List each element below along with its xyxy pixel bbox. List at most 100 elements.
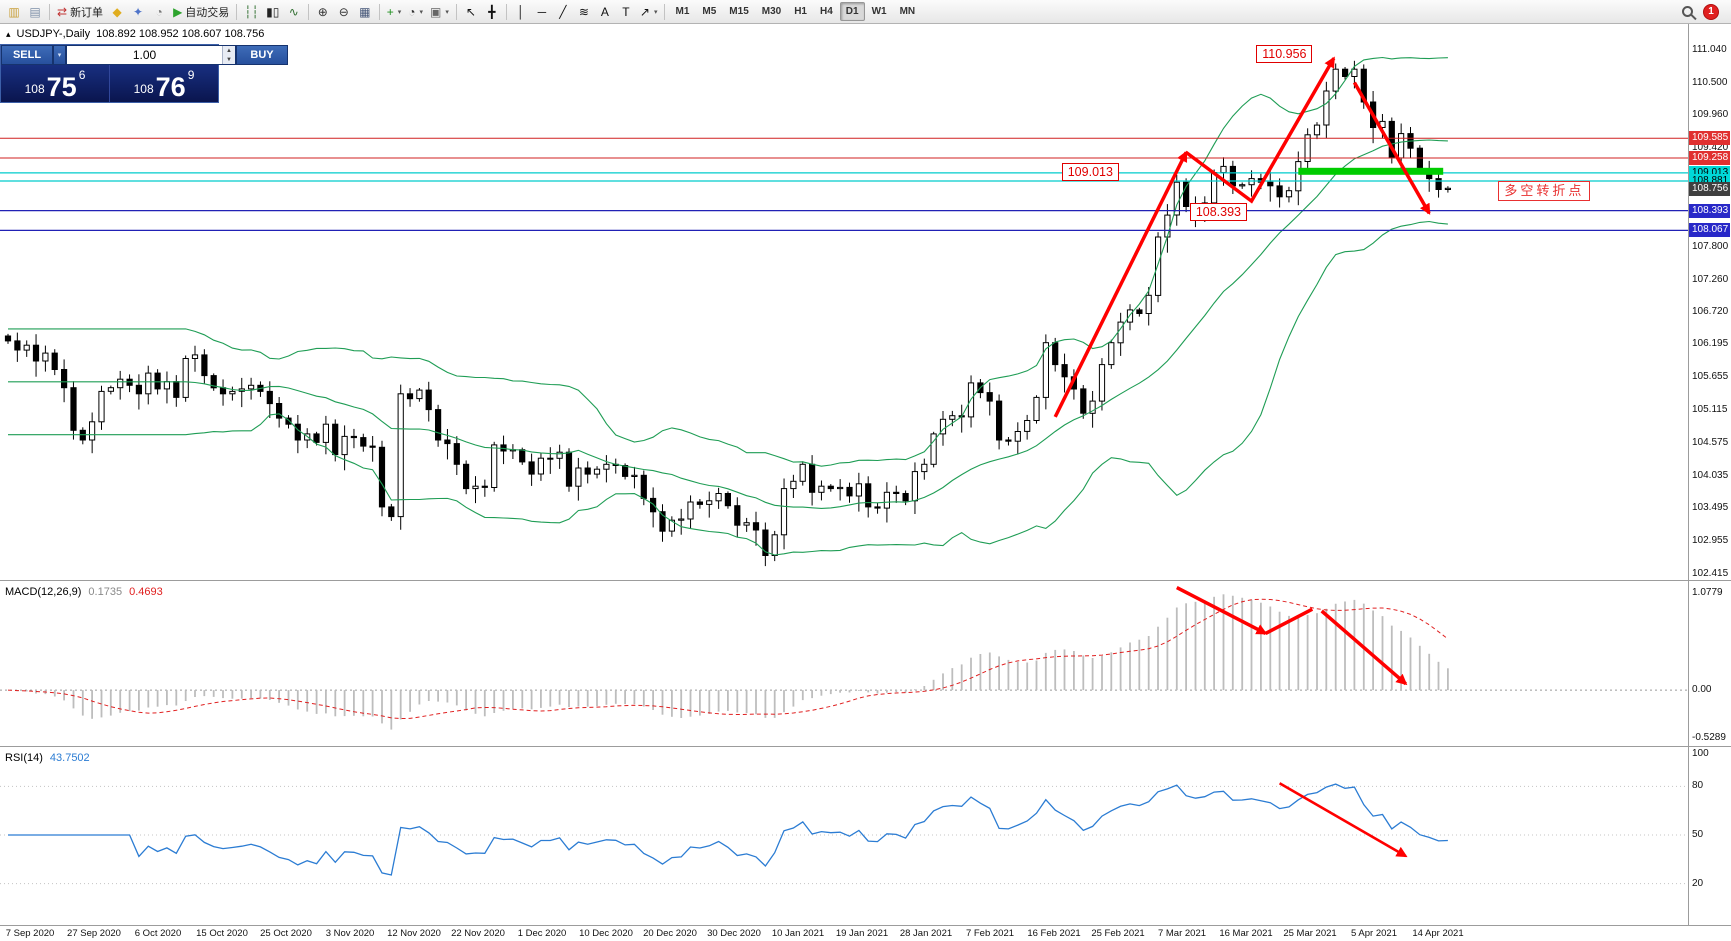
price-axis[interactable]: 111.040 110.500 109.960 109.420 107.800 107.2…	[1688, 0, 1731, 941]
volume-increase-button[interactable]: ▲	[223, 46, 235, 55]
rsi-name: RSI(14)	[5, 752, 43, 764]
tile-windows-icon[interactable]: ▦	[355, 2, 375, 22]
toolbar-right-group: 1	[1682, 3, 1727, 20]
cursor-icon: ↖	[465, 4, 476, 19]
new-order-button[interactable]: ⇄ 新订单	[54, 2, 106, 22]
crosshair-icon[interactable]: ╋	[482, 2, 502, 22]
autotrading-button-label: 自动交易	[185, 6, 230, 19]
history-center-icon[interactable]: ◔	[149, 2, 169, 22]
tile-windows-icon: ▦	[359, 4, 371, 19]
timeframe-h4[interactable]: H4	[820, 6, 833, 17]
price-tick: 105.655	[1692, 371, 1729, 383]
templates-icon[interactable]: ▣ ▾	[427, 2, 452, 22]
text-icon[interactable]: A	[595, 2, 615, 22]
price-tick: 109.960	[1692, 109, 1729, 121]
zoom-out-icon[interactable]: ⊖	[334, 2, 354, 22]
sell-options-dropdown[interactable]: ▾	[53, 45, 66, 65]
timeframe-h1[interactable]: H1	[794, 6, 807, 17]
price-tick: 110.500	[1692, 76, 1728, 88]
price-tick: 106.195	[1692, 338, 1729, 350]
crosshair-icon: ╋	[488, 4, 496, 19]
price-tick: 106.720	[1692, 306, 1729, 318]
price-tick: 104.035	[1692, 469, 1729, 481]
periods-icon: ◔	[408, 4, 416, 19]
level-price-annotation[interactable]: 109.013	[1061, 162, 1119, 181]
timeframe-m15[interactable]: M15	[729, 6, 749, 17]
macd-axis-label: -0.5289	[1692, 731, 1726, 743]
history-center-icon: ◔	[155, 4, 163, 19]
price-tick: 109.420	[1692, 142, 1729, 154]
autotrading-button[interactable]: ▶ 自动交易	[170, 2, 232, 22]
dropdown-caret-icon: ▾	[397, 8, 402, 16]
experts-icon: ✦	[133, 4, 144, 19]
new-order-button-label: 新订单	[70, 6, 104, 19]
rsi-value: 43.7502	[49, 752, 90, 764]
zoom-in-icon[interactable]: ⊕	[313, 2, 333, 22]
timeframe-d1[interactable]: D1	[839, 2, 865, 21]
cursor-icon[interactable]: ↖	[461, 2, 481, 22]
experts-icon[interactable]: ✦	[128, 2, 148, 22]
symbol-title: USDJPY-,Daily	[16, 28, 91, 40]
timeframe-m1[interactable]: M1	[675, 6, 690, 17]
zoom-in-icon: ⊕	[317, 4, 328, 19]
rsi-axis-label: 100	[1692, 748, 1709, 759]
periods-icon[interactable]: ◔ ▾	[405, 2, 426, 22]
metaeditor-icon[interactable]: ◆	[107, 2, 127, 22]
timeframe-m5[interactable]: M5	[702, 6, 717, 17]
buy-button[interactable]: BUY	[236, 45, 288, 65]
price-badge: 109.585	[1689, 131, 1730, 146]
macd-signal-value: 0.4693	[129, 586, 163, 598]
peak-price-annotation[interactable]: 110.956	[1256, 44, 1313, 63]
volume-decrease-button[interactable]: ▼	[223, 55, 235, 64]
macd-axis-label: 0.00	[1692, 684, 1712, 696]
fibonacci-icon: ≋	[578, 4, 589, 19]
buy-price-display: 108 76 9	[133, 68, 195, 102]
toolbar-separator	[505, 3, 507, 20]
profiles-icon[interactable]: ▤	[25, 2, 45, 22]
timeframe-w1[interactable]: W1	[871, 6, 887, 17]
new-chart-icon[interactable]: ▥	[4, 2, 24, 22]
trendline-icon[interactable]: ╱	[553, 2, 573, 22]
price-tick: 111.040	[1692, 43, 1727, 55]
volume-input[interactable]	[67, 46, 222, 64]
turning-point-annotation[interactable]: 多空转折点	[1498, 181, 1591, 202]
candlestick-chart-icon: ▮▯	[266, 4, 280, 19]
toolbar-separator	[455, 3, 457, 20]
rsi-axis-label: 50	[1692, 829, 1704, 840]
arrows-tool-icon: ↗	[639, 4, 650, 19]
collapse-panel-icon[interactable]: ▴	[6, 28, 11, 39]
price-tick: 107.260	[1692, 273, 1729, 285]
macd-axis-label: 1.0779	[1692, 587, 1723, 599]
trendline-icon: ╱	[559, 4, 567, 19]
price-badge: 109.258	[1689, 151, 1730, 166]
macd-main-value: 0.1735	[88, 586, 123, 598]
fibonacci-icon[interactable]: ≋	[574, 2, 594, 22]
candlestick-chart-icon[interactable]: ▮▯	[263, 2, 283, 22]
text-label-icon[interactable]: T	[616, 2, 636, 22]
bar-chart-icon[interactable]: ┆┆	[241, 2, 261, 22]
vertical-line-icon[interactable]: │	[511, 2, 531, 22]
search-icon[interactable]	[1682, 6, 1693, 17]
rsi-axis-label: 80	[1692, 780, 1704, 792]
volume-stepper: ▲ ▼	[222, 46, 235, 64]
toolbar-separator	[664, 3, 666, 20]
horizontal-line-icon: ─	[537, 4, 547, 19]
dip-price-annotation[interactable]: 108.393	[1189, 202, 1248, 221]
metaeditor-icon: ◆	[112, 4, 122, 19]
arrows-tool-icon[interactable]: ↗ ▾	[637, 2, 661, 22]
toolbar: ▥ ▤ ⇄ 新订单 ◆ ✦ ◔ ▶ 自动交易 ┆┆ ▮▯ ∿ ⊕ ⊖ ▦ + ▾ ◔ ▾ ▣ ▾ ↖ ╋ │ ─ ╱ ≋ A T ↗ ▾ M1…	[0, 0, 1731, 24]
timeframe-m30[interactable]: M30	[761, 6, 782, 17]
line-chart-icon: ∿	[288, 4, 299, 19]
rsi-axis-label: 20	[1692, 877, 1704, 889]
indicators-icon[interactable]: + ▾	[384, 2, 405, 22]
line-chart-icon[interactable]: ∿	[284, 2, 304, 22]
price-tick: 107.800	[1692, 240, 1729, 252]
indicators-icon: +	[386, 4, 394, 19]
horizontal-line-icon[interactable]: ─	[532, 2, 552, 22]
autotrading-icon: ▶	[173, 4, 183, 19]
toolbar-separator	[307, 3, 309, 20]
timeframe-mn[interactable]: MN	[899, 6, 916, 17]
notification-badge[interactable]: 1	[1703, 3, 1719, 20]
sell-button[interactable]: SELL	[1, 45, 53, 65]
